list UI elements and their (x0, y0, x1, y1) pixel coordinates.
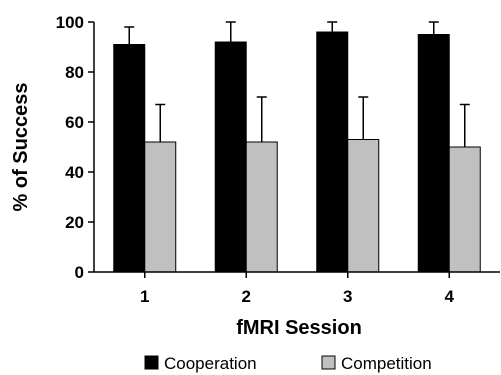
legend-label-cooperation: Cooperation (164, 354, 257, 373)
legend: Cooperation Competition (144, 354, 432, 373)
y-tick-label-40: 40 (65, 163, 84, 182)
x-tick-label-4: 4 (445, 287, 455, 306)
bar-competition-session-2 (245, 141, 278, 273)
y-tick-label-100: 100 (56, 13, 84, 32)
legend-swatch-cooperation (144, 355, 159, 370)
y-tick-labels: 0 20 40 60 80 100 (56, 13, 84, 282)
legend-swatch-competition (321, 355, 336, 370)
x-tick-label-2: 2 (242, 287, 251, 306)
x-tick-label-3: 3 (343, 287, 352, 306)
bar-cooperation-session-4 (417, 34, 450, 273)
bar-competition-session-4 (448, 146, 481, 273)
x-tick-label-1: 1 (140, 287, 149, 306)
y-tick-label-20: 20 (65, 213, 84, 232)
y-tick-label-80: 80 (65, 63, 84, 82)
bars-layer (113, 31, 481, 273)
y-tick-label-60: 60 (65, 113, 84, 132)
x-axis-title: fMRI Session (236, 317, 362, 339)
x-tick-labels: 1 2 3 4 (140, 287, 455, 306)
legend-label-competition: Competition (341, 354, 432, 373)
bar-cooperation-session-1 (113, 44, 146, 273)
y-axis-title: % of Success (10, 83, 32, 212)
y-tick-label-0: 0 (75, 263, 84, 282)
bar-competition-session-1 (144, 141, 177, 273)
bar-cooperation-session-3 (316, 31, 349, 273)
bar-cooperation-session-2 (214, 41, 247, 273)
bar-competition-session-3 (347, 139, 380, 273)
axes-layer (88, 21, 500, 278)
error-bars-layer (124, 21, 470, 147)
